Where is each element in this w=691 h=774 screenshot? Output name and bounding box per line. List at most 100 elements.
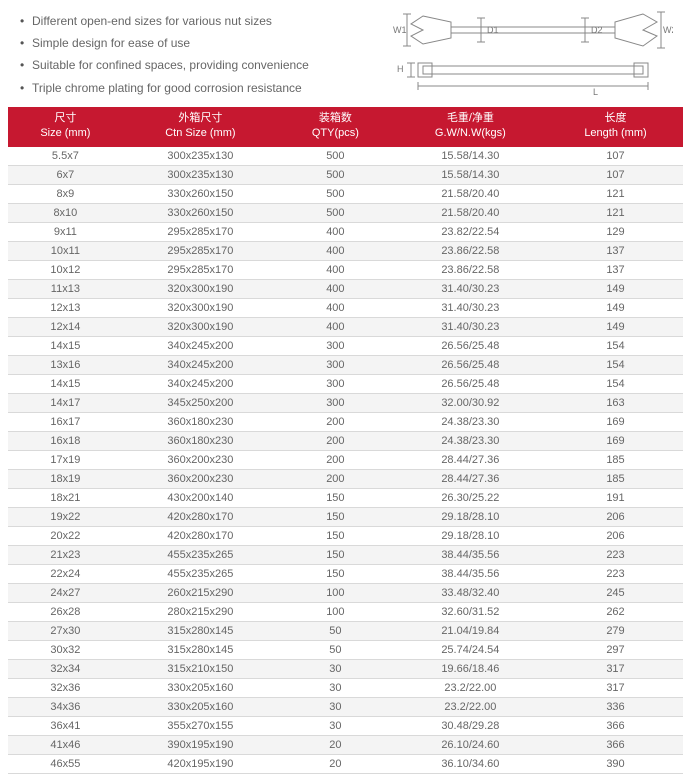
table-cell: 154 [548, 336, 683, 355]
col-weight: 毛重/净重G.W/N.W(kgs) [393, 107, 548, 147]
table-row: 26x28280x215x29010032.60/31.52262 [8, 602, 683, 621]
table-cell: 16x18 [8, 431, 123, 450]
table-row: 34x36330x205x1603023.2/22.00336 [8, 697, 683, 716]
table-cell: 420x280x170 [123, 526, 278, 545]
table-cell: 191 [548, 488, 683, 507]
table-cell: 330x205x160 [123, 678, 278, 697]
table-cell: 295x285x170 [123, 222, 278, 241]
table-cell: 32.60/31.52 [393, 602, 548, 621]
table-cell: 200 [278, 431, 393, 450]
table-cell: 20 [278, 735, 393, 754]
table-cell: 500 [278, 165, 393, 184]
table-cell: 15.58/14.30 [393, 165, 548, 184]
table-cell: 27x30 [8, 621, 123, 640]
table-cell: 121 [548, 184, 683, 203]
table-cell: 23.86/22.58 [393, 241, 548, 260]
table-cell: 320x300x190 [123, 317, 278, 336]
table-cell: 12x14 [8, 317, 123, 336]
table-cell: 345x250x200 [123, 393, 278, 412]
table-cell: 30.48/29.28 [393, 716, 548, 735]
table-cell: 279 [548, 621, 683, 640]
table-cell: 23.2/22.00 [393, 697, 548, 716]
table-cell: 22x24 [8, 564, 123, 583]
table-cell: 36x41 [8, 716, 123, 735]
table-cell: 34x36 [8, 697, 123, 716]
svg-text:D1: D1 [487, 25, 499, 35]
table-cell: 315x210x150 [123, 659, 278, 678]
table-cell: 23.82/22.54 [393, 222, 548, 241]
table-cell: 223 [548, 564, 683, 583]
table-cell: 400 [278, 260, 393, 279]
table-cell: 41x46 [8, 735, 123, 754]
feature-item: Different open-end sizes for various nut… [18, 10, 309, 32]
table-row: 11x13320x300x19040031.40/30.23149 [8, 279, 683, 298]
table-cell: 12x13 [8, 298, 123, 317]
table-row: 46x55420x195x1902036.10/34.60390 [8, 754, 683, 773]
table-cell: 24.38/23.30 [393, 412, 548, 431]
table-cell: 16x17 [8, 412, 123, 431]
table-row: 14x15340x245x20030026.56/25.48154 [8, 374, 683, 393]
feature-item: Simple design for ease of use [18, 32, 309, 54]
table-cell: 30 [278, 716, 393, 735]
table-cell: 21.58/20.40 [393, 184, 548, 203]
table-cell: 17x19 [8, 450, 123, 469]
table-cell: 107 [548, 147, 683, 166]
table-row: 32x34315x210x1503019.66/18.46317 [8, 659, 683, 678]
table-cell: 295x285x170 [123, 260, 278, 279]
table-cell: 150 [278, 564, 393, 583]
table-cell: 360x200x230 [123, 469, 278, 488]
table-cell: 21x23 [8, 545, 123, 564]
table-cell: 32.00/30.92 [393, 393, 548, 412]
table-cell: 29.18/28.10 [393, 526, 548, 545]
table-cell: 150 [278, 545, 393, 564]
table-cell: 280x215x290 [123, 602, 278, 621]
table-cell: 150 [278, 526, 393, 545]
table-cell: 149 [548, 317, 683, 336]
table-cell: 430x200x140 [123, 488, 278, 507]
table-cell: 46x55 [8, 754, 123, 773]
table-cell: 50 [278, 621, 393, 640]
table-cell: 300x235x130 [123, 165, 278, 184]
table-cell: 340x245x200 [123, 355, 278, 374]
col-length: 长度Length (mm) [548, 107, 683, 147]
table-cell: 200 [278, 412, 393, 431]
table-cell: 25.74/24.54 [393, 640, 548, 659]
table-cell: 31.40/30.23 [393, 298, 548, 317]
table-cell: 500 [278, 147, 393, 166]
table-row: 16x18360x180x23020024.38/23.30169 [8, 431, 683, 450]
table-cell: 32x34 [8, 659, 123, 678]
table-cell: 15.58/14.30 [393, 147, 548, 166]
table-cell: 26x28 [8, 602, 123, 621]
table-row: 8x10330x260x15050021.58/20.40121 [8, 203, 683, 222]
table-cell: 23.2/22.00 [393, 678, 548, 697]
table-cell: 185 [548, 450, 683, 469]
col-size: 尺寸Size (mm) [8, 107, 123, 147]
table-cell: 154 [548, 355, 683, 374]
table-row: 21x23455x235x26515038.44/35.56223 [8, 545, 683, 564]
table-row: 12x13320x300x19040031.40/30.23149 [8, 298, 683, 317]
table-cell: 366 [548, 716, 683, 735]
table-row: 12x14320x300x19040031.40/30.23149 [8, 317, 683, 336]
table-row: 17x19360x200x23020028.44/27.36185 [8, 450, 683, 469]
table-cell: 100 [278, 602, 393, 621]
table-row: 41x46390x195x1902026.10/24.60366 [8, 735, 683, 754]
table-cell: 33.48/32.40 [393, 583, 548, 602]
table-cell: 169 [548, 412, 683, 431]
table-cell: 137 [548, 260, 683, 279]
table-cell: 18x21 [8, 488, 123, 507]
table-cell: 149 [548, 279, 683, 298]
table-cell: 315x280x145 [123, 621, 278, 640]
table-cell: 390x195x190 [123, 735, 278, 754]
table-cell: 317 [548, 678, 683, 697]
table-cell: 26.10/24.60 [393, 735, 548, 754]
table-cell: 129 [548, 222, 683, 241]
table-cell: 390 [548, 754, 683, 773]
table-cell: 21.04/19.84 [393, 621, 548, 640]
svg-text:H: H [397, 64, 404, 74]
table-body: 5.5x7300x235x13050015.58/14.301076x7300x… [8, 147, 683, 774]
table-cell: 297 [548, 640, 683, 659]
table-cell: 455x235x265 [123, 564, 278, 583]
table-row: 18x21430x200x14015026.30/25.22191 [8, 488, 683, 507]
table-cell: 206 [548, 526, 683, 545]
feature-item: Triple chrome plating for good corrosion… [18, 77, 309, 99]
